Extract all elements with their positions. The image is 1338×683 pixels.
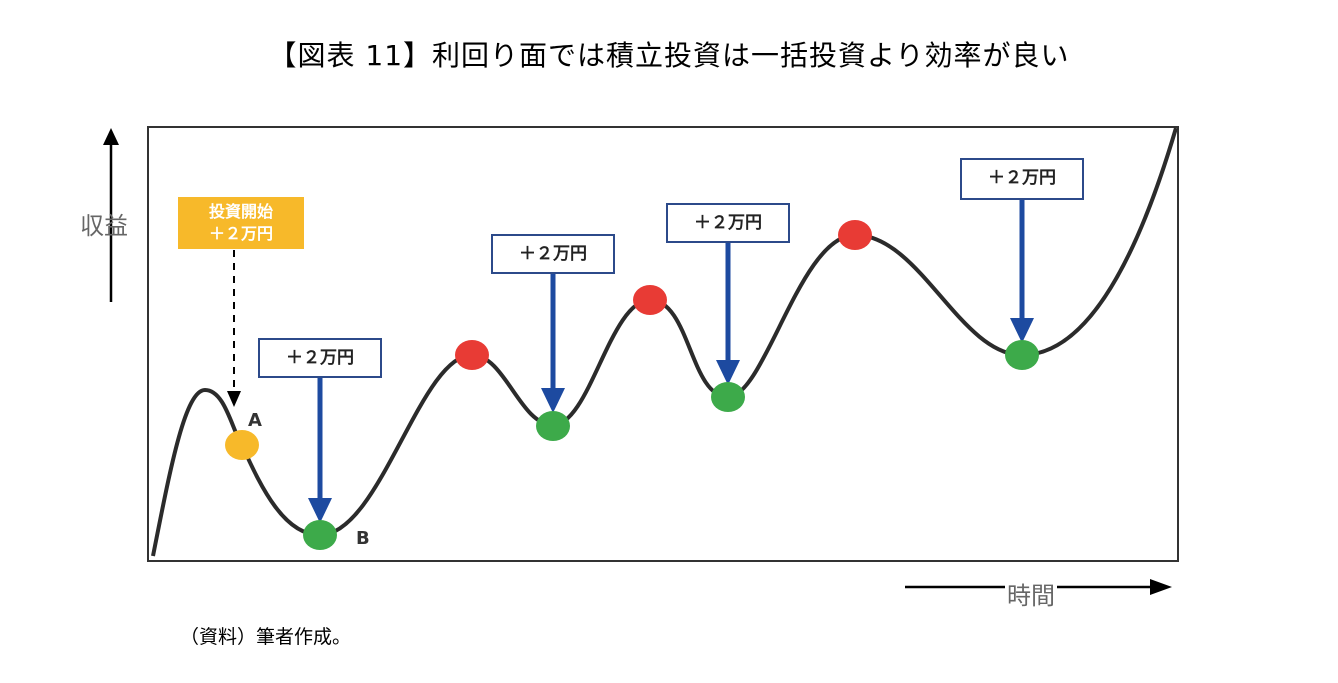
blue-arrow-1 <box>308 376 332 523</box>
peak-point-2 <box>633 285 667 315</box>
start-investment-box: 投資開始 ＋２万円 <box>178 197 304 249</box>
peak-point-3 <box>838 220 872 250</box>
point-a-label: A <box>248 410 262 431</box>
peak-point-1 <box>455 340 489 370</box>
increment-box-4: ＋２万円 <box>960 158 1084 200</box>
blue-arrow-2 <box>541 274 565 413</box>
increment-box-2: ＋２万円 <box>491 234 615 274</box>
buy-point-4 <box>1005 340 1039 370</box>
blue-arrow-4 <box>1010 200 1034 343</box>
start-box-line1: 投資開始 <box>208 202 273 221</box>
point-b-label: B <box>356 528 370 549</box>
buy-point-b <box>303 520 337 550</box>
source-note: （資料）筆者作成。 <box>180 626 352 648</box>
page-title: 【図表 11】利回り面では積立投資は一括投資より効率が良い <box>268 39 1070 72</box>
blue-arrow-3 <box>716 243 740 385</box>
start-dashed-arrowhead <box>227 391 241 407</box>
start-point-a <box>225 430 259 460</box>
y-axis-label: 収益 <box>80 212 128 240</box>
buy-point-3 <box>711 382 745 412</box>
x-axis-label: 時間 <box>1005 576 1057 611</box>
y-axis-arrowhead <box>103 128 119 145</box>
buy-point-2 <box>536 411 570 441</box>
increment-box-3: ＋２万円 <box>666 203 790 243</box>
x-axis-arrowhead <box>1150 579 1172 595</box>
start-box-line2: ＋２万円 <box>208 224 273 243</box>
increment-box-1: ＋２万円 <box>258 338 382 378</box>
